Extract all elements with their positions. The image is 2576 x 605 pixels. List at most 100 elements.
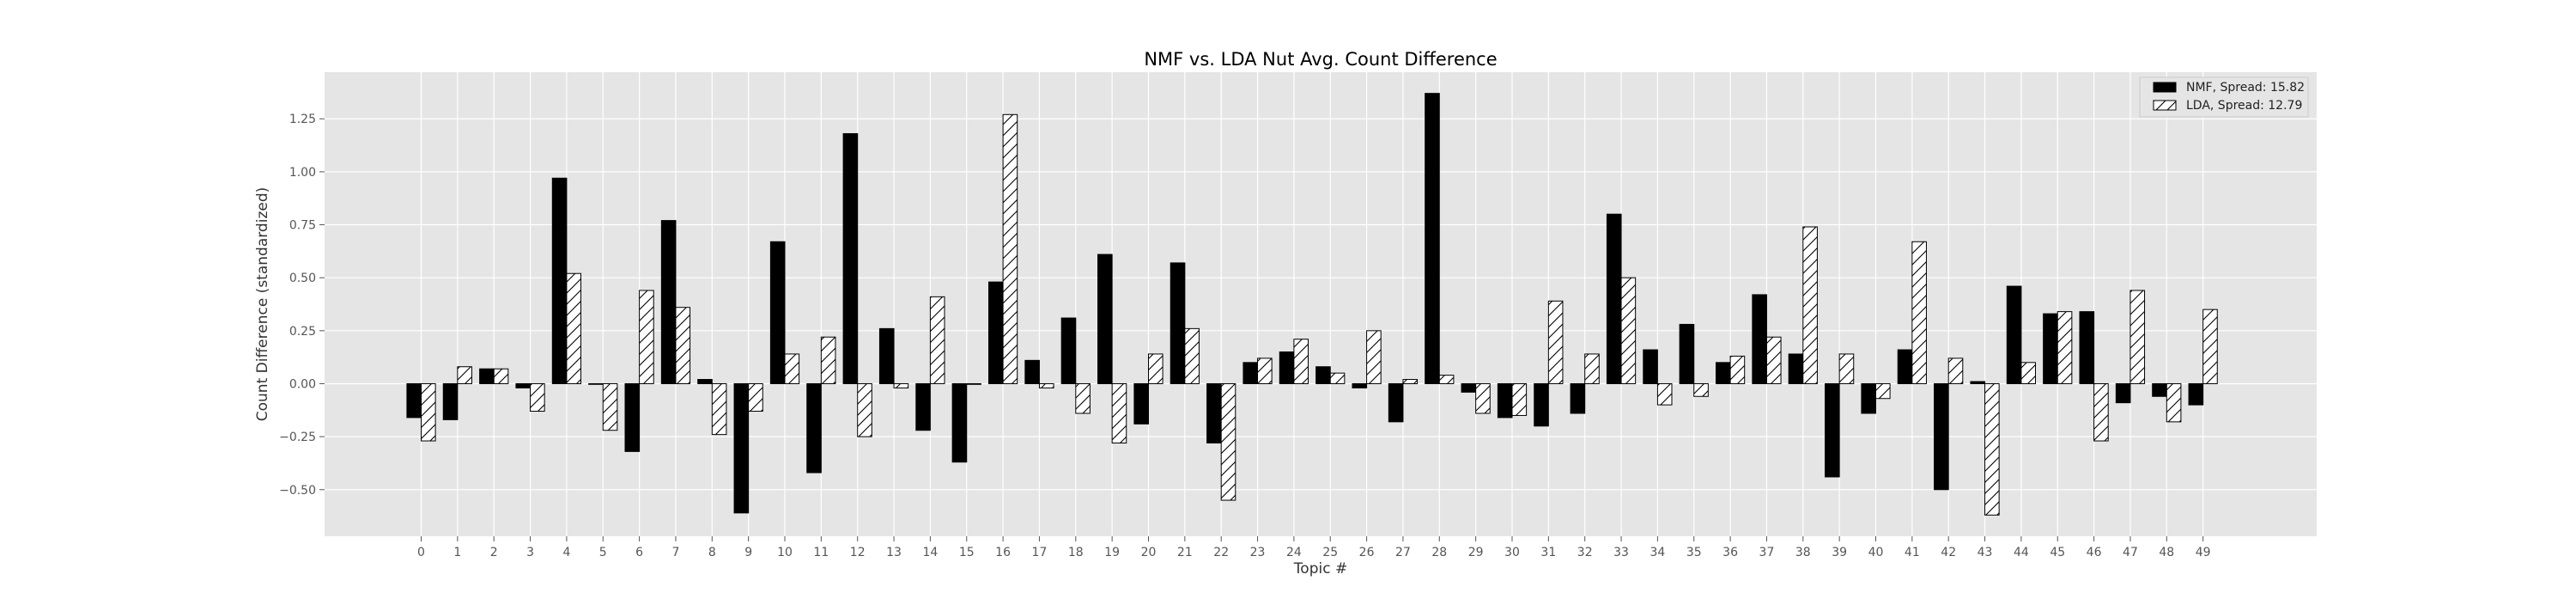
x-tick-label: 31 [1540, 546, 1556, 559]
lda-bar-topic-10 [784, 353, 800, 384]
lda-bar-topic-48 [2166, 382, 2182, 423]
x-tick-label: 38 [1795, 546, 1811, 559]
nmf-bar-topic-1 [442, 382, 459, 420]
lda-bar-topic-5 [602, 382, 618, 431]
nmf-bar-topic-40 [1861, 382, 1876, 414]
x-tick-label: 15 [959, 546, 975, 559]
nmf-bar-topic-46 [2079, 311, 2095, 384]
nmf-bar-topic-19 [1097, 254, 1113, 384]
nmf-bar-topic-6 [624, 382, 641, 452]
x-tick-label: 4 [562, 546, 570, 559]
nmf-bar-topic-5 [588, 382, 604, 385]
lda-bar-topic-38 [1802, 226, 1818, 384]
lda-bar-topic-12 [857, 382, 872, 437]
nmf-bar-topic-0 [406, 382, 422, 419]
x-tick-label: 27 [1395, 546, 1411, 559]
lda-bar-topic-11 [820, 336, 836, 384]
x-tick-label: 41 [1905, 546, 1920, 559]
x-tick-label: 6 [635, 546, 643, 559]
nmf-bar-topic-29 [1461, 382, 1477, 393]
nmf-bar-topic-16 [988, 281, 1004, 384]
lda-bar-topic-25 [1329, 372, 1346, 384]
nmf-bar-topic-47 [2115, 382, 2131, 404]
lda-bar-topic-31 [1547, 300, 1564, 384]
x-tick-label: 18 [1068, 546, 1084, 559]
lda-bar-topic-15 [966, 382, 981, 385]
nmf-bar-topic-44 [2006, 285, 2022, 384]
y-axis-label: Count Difference (standardized) [254, 187, 271, 422]
nmf-bar-topic-48 [2152, 382, 2167, 397]
nmf-bar-topic-33 [1606, 213, 1622, 384]
nmf-bar-topic-37 [1752, 294, 1767, 384]
lda-bar-topic-39 [1838, 353, 1855, 384]
nmf-bar-topic-23 [1242, 362, 1259, 384]
nmf-bar-topic-18 [1060, 317, 1077, 384]
x-tick-label: 12 [850, 546, 866, 559]
x-tick-label: 0 [417, 546, 425, 559]
lda-bar-topic-32 [1584, 353, 1600, 384]
lda-bar-topic-26 [1366, 330, 1382, 384]
nmf-bar-topic-24 [1279, 351, 1295, 384]
bars [406, 93, 2218, 516]
x-tick-label: 16 [995, 546, 1011, 559]
nmf-bar-topic-7 [660, 220, 677, 384]
lda-bar-topic-22 [1220, 382, 1236, 501]
nmf-bar-topic-14 [915, 382, 931, 431]
legend-swatch-lda [2153, 100, 2177, 111]
nmf-bar-topic-4 [551, 177, 568, 384]
nmf-bar-topic-31 [1534, 382, 1549, 427]
x-tick-label: 36 [1722, 546, 1738, 559]
lda-bar-topic-0 [421, 382, 436, 442]
lda-bar-topic-30 [1511, 382, 1528, 416]
lda-bar-topic-14 [929, 296, 945, 384]
x-tick-label: 43 [1978, 546, 1993, 559]
nmf-bar-topic-13 [878, 327, 895, 384]
lda-bar-topic-16 [1002, 113, 1018, 384]
x-axis-ticks: 0 1 2 3 4 5 6 7 8 9 10 11 12 13 14 15 16 17 18 19 20 21 22 23 24… [417, 536, 2211, 559]
x-tick-label: 1 [453, 546, 461, 559]
nmf-bar-topic-42 [1934, 382, 1949, 491]
y-tick-label: −0.25 [279, 431, 316, 444]
lda-bar-topic-37 [1765, 336, 1782, 384]
nmf-bar-topic-39 [1825, 382, 1840, 478]
legend: NMF, Spread: 15.82 LDA, Spread: 12.79 [2139, 76, 2309, 118]
lda-bar-topic-23 [1257, 358, 1273, 384]
x-tick-label: 44 [2014, 546, 2029, 559]
nmf-bar-topic-11 [806, 382, 822, 474]
x-tick-label: 25 [1322, 546, 1338, 559]
lda-bar-topic-13 [893, 382, 909, 388]
x-tick-label: 8 [708, 546, 716, 559]
lda-bar-topic-45 [2057, 311, 2073, 384]
legend-label-nmf: NMF, Spread: 15.82 [2186, 81, 2305, 95]
lda-bar-topic-35 [1693, 382, 1709, 397]
nmf-bar-topic-34 [1643, 349, 1658, 384]
nmf-bar-topic-41 [1897, 349, 1913, 384]
x-tick-label: 21 [1177, 546, 1193, 559]
lda-bar-topic-21 [1184, 327, 1200, 384]
y-tick-label: 0.50 [289, 272, 316, 285]
nmf-bar-topic-38 [1788, 353, 1804, 384]
lda-bar-topic-17 [1038, 382, 1054, 388]
lda-bar-topic-20 [1148, 353, 1163, 384]
x-tick-label: 26 [1359, 546, 1375, 559]
x-tick-label: 42 [1941, 546, 1956, 559]
x-tick-label: 28 [1431, 546, 1447, 559]
nmf-bar-topic-20 [1133, 382, 1150, 425]
lda-bar-topic-44 [2020, 362, 2036, 384]
x-tick-label: 20 [1141, 546, 1157, 559]
nmf-bar-topic-21 [1170, 262, 1186, 384]
nmf-bar-topic-32 [1570, 382, 1586, 414]
lda-bar-topic-2 [493, 368, 509, 384]
lda-bar-topic-24 [1293, 339, 1309, 384]
x-tick-label: 46 [2087, 546, 2102, 559]
nmf-bar-topic-8 [697, 379, 713, 384]
x-tick-label: 3 [526, 546, 534, 559]
x-tick-label: 32 [1577, 546, 1593, 559]
nmf-bar-topic-45 [2043, 313, 2058, 384]
y-tick-label: 1.00 [289, 166, 316, 180]
nmf-bar-topic-27 [1388, 382, 1404, 423]
y-tick-label: 0.75 [289, 219, 316, 233]
lda-bar-topic-4 [566, 272, 582, 384]
